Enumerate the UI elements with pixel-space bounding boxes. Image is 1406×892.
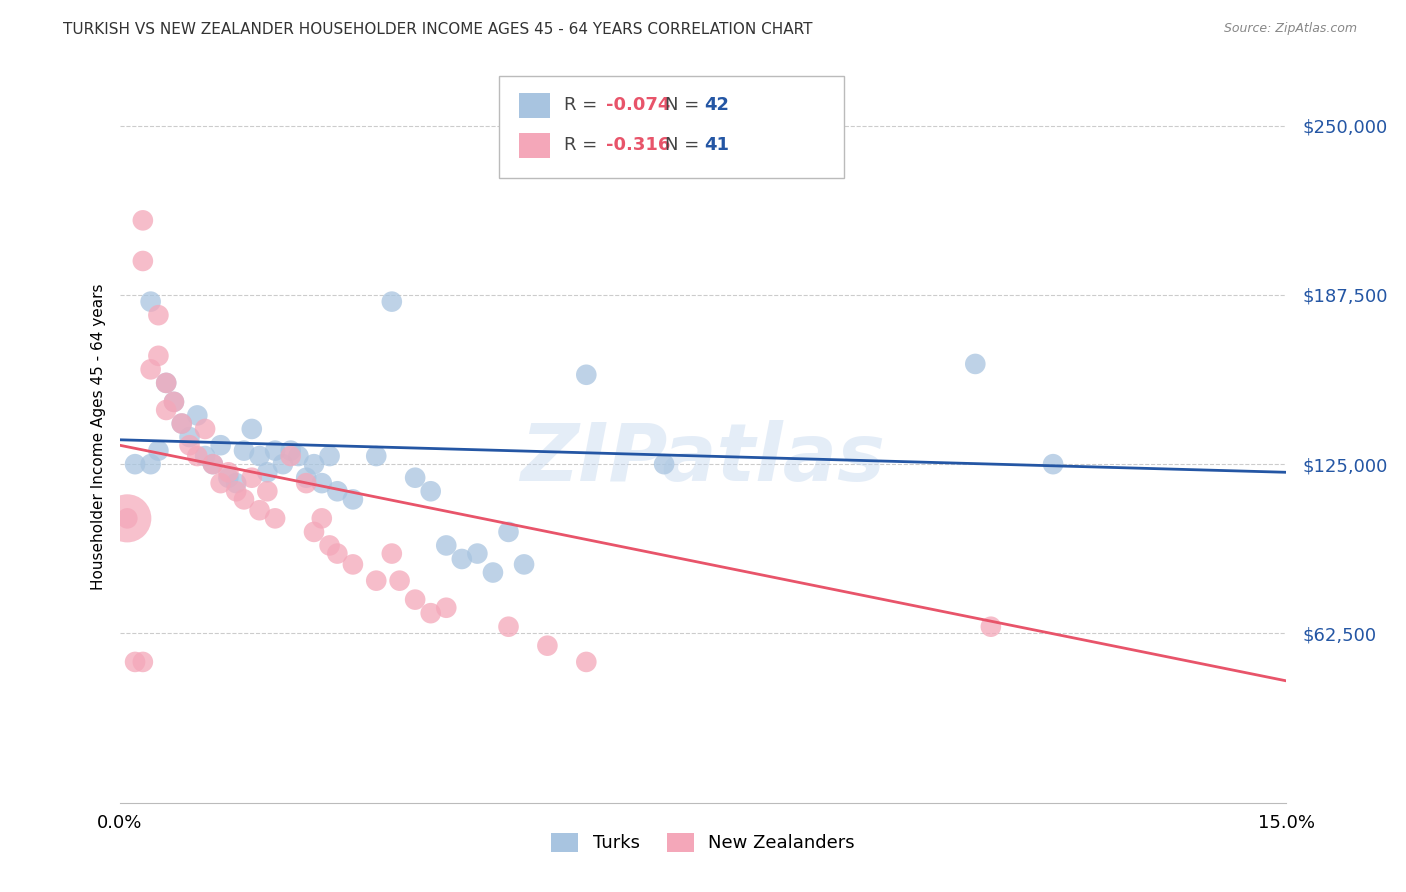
Point <box>434 538 457 552</box>
Text: -0.074: -0.074 <box>606 96 671 114</box>
Point <box>287 449 309 463</box>
Point <box>652 457 675 471</box>
Point <box>148 349 170 363</box>
Point <box>201 457 224 471</box>
Point <box>419 484 441 499</box>
Point <box>404 471 426 485</box>
Point <box>179 438 201 452</box>
Point <box>482 566 505 580</box>
Point <box>155 403 177 417</box>
Point <box>404 592 426 607</box>
Point <box>302 457 325 471</box>
Text: 41: 41 <box>704 136 730 154</box>
Text: TURKISH VS NEW ZEALANDER HOUSEHOLDER INCOME AGES 45 - 64 YEARS CORRELATION CHART: TURKISH VS NEW ZEALANDER HOUSEHOLDER INC… <box>63 22 813 37</box>
Point <box>155 376 177 390</box>
Point <box>980 620 1002 634</box>
Point <box>311 511 333 525</box>
Point <box>326 547 349 561</box>
Point <box>163 395 186 409</box>
Point <box>249 449 271 463</box>
Point <box>450 552 472 566</box>
Text: 42: 42 <box>704 96 730 114</box>
Text: N =: N = <box>665 96 704 114</box>
Point <box>170 417 193 431</box>
Point <box>575 368 598 382</box>
Point <box>1042 457 1064 471</box>
Point <box>366 574 388 588</box>
Point <box>280 443 302 458</box>
Point <box>139 294 162 309</box>
Point <box>148 308 170 322</box>
Text: R =: R = <box>564 136 603 154</box>
Point <box>209 438 232 452</box>
Point <box>575 655 598 669</box>
Point <box>381 294 404 309</box>
Point <box>148 443 170 458</box>
Text: N =: N = <box>665 136 704 154</box>
Point <box>240 422 263 436</box>
Point <box>326 484 349 499</box>
Point <box>217 471 239 485</box>
Point <box>117 511 139 525</box>
Point <box>132 254 155 268</box>
Point <box>342 558 364 572</box>
Point <box>513 558 536 572</box>
Point <box>194 422 217 436</box>
Point <box>318 538 340 552</box>
Legend: Turks, New Zealanders: Turks, New Zealanders <box>544 826 862 860</box>
Point <box>225 484 247 499</box>
Point <box>249 503 271 517</box>
Point <box>498 524 520 539</box>
Point <box>240 471 263 485</box>
Point <box>366 449 388 463</box>
Text: Source: ZipAtlas.com: Source: ZipAtlas.com <box>1223 22 1357 36</box>
Point <box>217 465 239 479</box>
Point <box>264 443 287 458</box>
Point <box>186 409 208 423</box>
Point <box>155 376 177 390</box>
Point <box>209 476 232 491</box>
Point <box>965 357 987 371</box>
Point <box>498 620 520 634</box>
Point <box>179 430 201 444</box>
Point <box>139 362 162 376</box>
Point <box>318 449 340 463</box>
Point <box>271 457 294 471</box>
Point <box>381 547 404 561</box>
Point <box>419 606 441 620</box>
Point <box>124 655 146 669</box>
Y-axis label: Householder Income Ages 45 - 64 years: Householder Income Ages 45 - 64 years <box>90 284 105 591</box>
Point <box>186 449 208 463</box>
Point <box>132 213 155 227</box>
Point <box>311 476 333 491</box>
Point <box>256 484 278 499</box>
Text: R =: R = <box>564 96 603 114</box>
Point <box>295 471 318 485</box>
Point <box>170 417 193 431</box>
Point <box>194 449 217 463</box>
Point <box>536 639 558 653</box>
Point <box>264 511 287 525</box>
Point <box>295 476 318 491</box>
Point <box>233 492 256 507</box>
Point <box>280 449 302 463</box>
Point <box>124 457 146 471</box>
Point <box>201 457 224 471</box>
Point <box>256 465 278 479</box>
Point <box>342 492 364 507</box>
Point <box>139 457 162 471</box>
Point <box>163 395 186 409</box>
Text: ZIPatlas: ZIPatlas <box>520 420 886 498</box>
Point <box>467 547 489 561</box>
Point <box>233 443 256 458</box>
Point <box>225 476 247 491</box>
Point <box>434 600 457 615</box>
Point <box>132 655 155 669</box>
Text: -0.316: -0.316 <box>606 136 671 154</box>
Point <box>117 511 139 525</box>
Point <box>388 574 411 588</box>
Point <box>302 524 325 539</box>
